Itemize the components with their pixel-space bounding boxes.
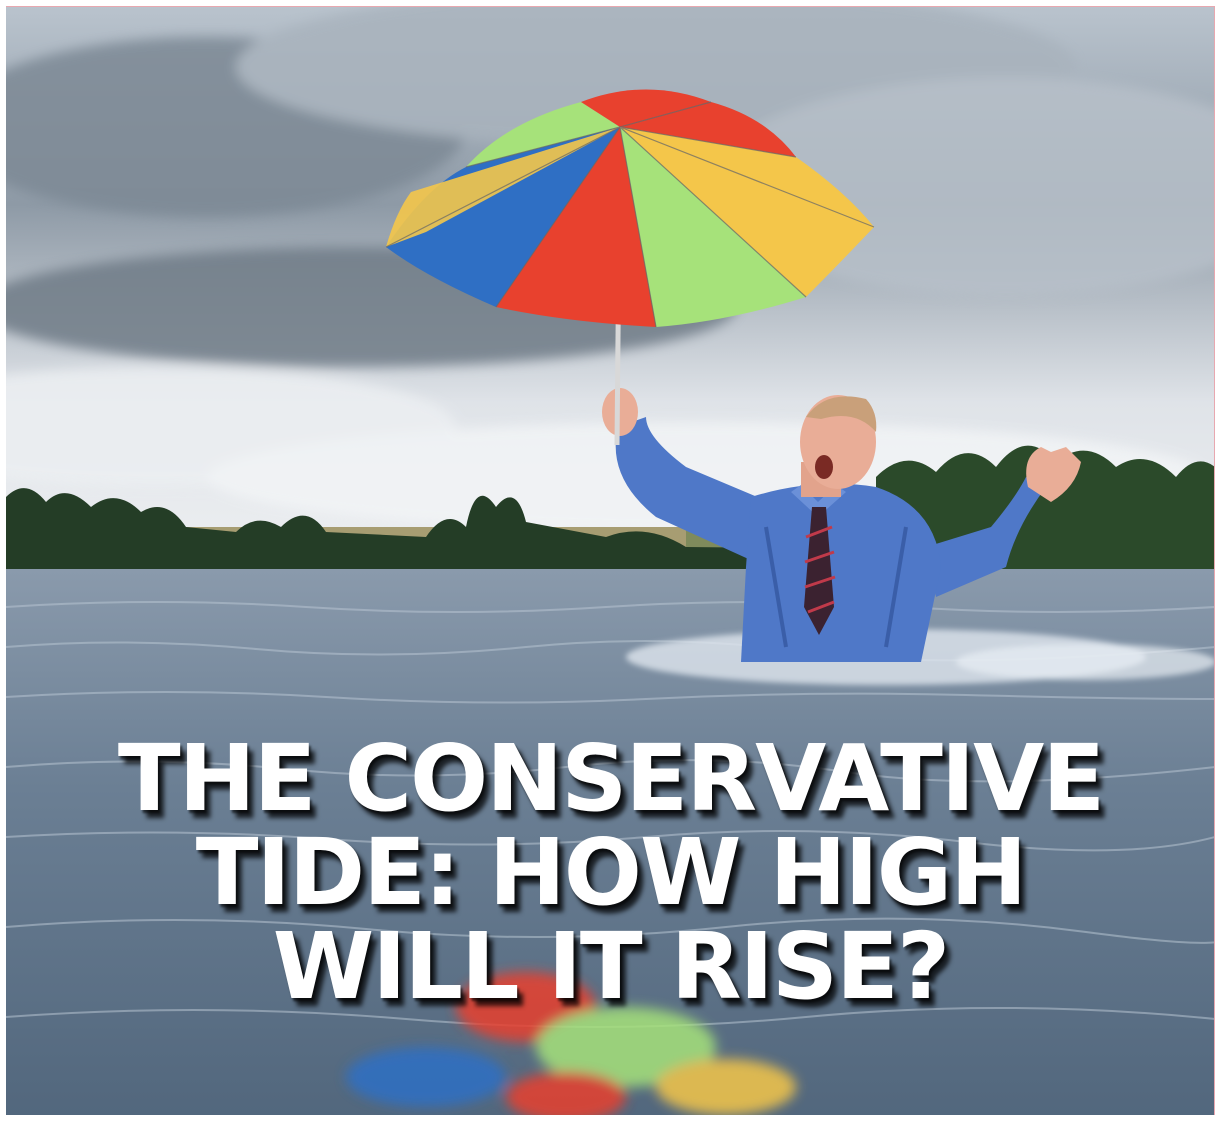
poster: THE CONSERVATIVE TIDE: HOW HIGH WILL IT … bbox=[6, 6, 1215, 1115]
headline-line-3: WILL IT RISE? bbox=[272, 913, 951, 1020]
photo-scene bbox=[6, 7, 1214, 1115]
headline-line-1: THE CONSERVATIVE bbox=[117, 725, 1105, 832]
headline-line-2: TIDE: HOW HIGH bbox=[195, 819, 1027, 926]
umbrella bbox=[385, 89, 875, 446]
headline: THE CONSERVATIVE TIDE: HOW HIGH WILL IT … bbox=[6, 725, 1214, 1020]
man-in-water bbox=[602, 388, 1081, 662]
umbrella-reflection bbox=[346, 972, 796, 1115]
